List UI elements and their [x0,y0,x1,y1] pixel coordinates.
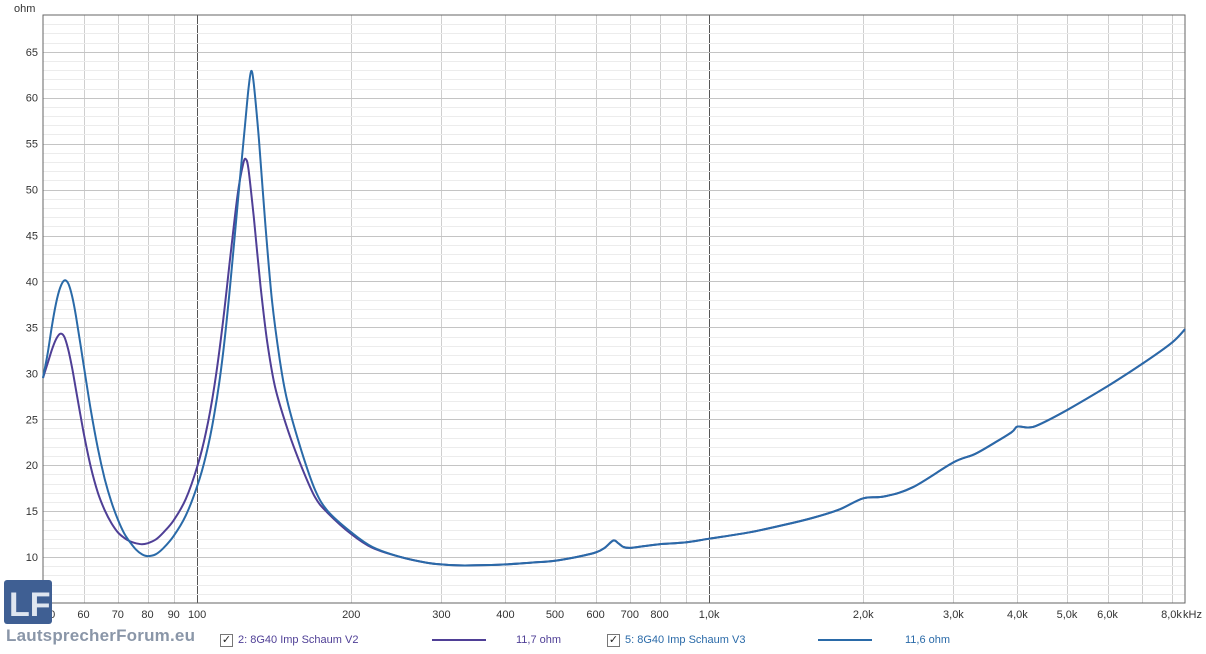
x-tick-label: 70 [112,609,124,621]
impedance-curve-v2 [42,157,1186,567]
x-tick-label: 8,0k [1161,609,1182,621]
y-tick-label: 60 [26,93,38,105]
y-tick-label: 45 [26,231,38,243]
legend-value-text-v3: 11,6 ohm [905,634,951,646]
x-tick-label: 3,0k [943,609,964,621]
legend-value-text-v2: 11,7 ohm [516,634,562,646]
x-tick-labels: 60 70 80 90 100 200 300 400 500 600 700 800 1,0k 2,0k… [43,609,1182,621]
x-tick-label: 300 [432,609,450,621]
y-tick-label: 20 [26,460,38,472]
legend-swatch-v3 [818,639,872,641]
y-tick-label: 65 [26,47,38,59]
legend-label-v2: 2: 8G40 Imp Schaum V2 [238,634,359,646]
y-tick-label: 30 [26,368,38,380]
legend-value-v2: 11,7 ohm [516,630,561,650]
x-tick-label: 80 [141,609,153,621]
x-tick-label: 4,0k [1007,609,1028,621]
y-tick-label: 50 [26,185,38,197]
impedance-chart: ohm kHz 10 15 20 25 30 35 40 45 50 55 60 65 60 70 80 9… [14,3,1202,621]
impedance-curve-v3 [42,69,1186,567]
x-tick-label: 5,0k [1057,609,1078,621]
legend-label-v3: 5: 8G40 Imp Schaum V3 [625,634,746,646]
y-tick-label: 25 [26,414,38,426]
y-tick-labels: 10 15 20 25 30 35 40 45 50 55 60 65 [26,47,38,564]
x-tick-label: 100 [188,609,206,621]
x-tick-label: 60 [77,609,89,621]
x-tick-label: 600 [586,609,604,621]
y-tick-label: 35 [26,322,38,334]
x-unit-label: kHz [1183,609,1202,621]
x-tick-label: 1,0k [699,609,720,621]
plot-frame [42,14,1186,604]
legend-checkbox-v3[interactable]: ✓ [607,633,620,647]
x-tick-label: 2,0k [853,609,874,621]
legend-value-v3: 11,6 ohm [905,630,950,650]
x-tick-label: 800 [650,609,668,621]
y-tick-label: 15 [26,506,38,518]
x-tick-label: 700 [621,609,639,621]
y-unit-label: ohm [14,3,35,15]
lf-logo-icon: LF [4,580,52,624]
y-tick-label: 40 [26,276,38,288]
x-tick-label: 200 [342,609,360,621]
x-tick-label: 90 [168,609,180,621]
legend-checkbox-v2[interactable]: ✓ [220,633,233,647]
legend-item-v2[interactable]: ✓ 2: 8G40 Imp Schaum V2 [220,630,358,650]
x-tick-label: 6,0k [1097,609,1118,621]
brand-text: LautsprecherForum.eu [6,626,196,645]
x-tick-label: 400 [496,609,514,621]
legend-swatch-v2 [432,639,486,641]
y-tick-label: 10 [26,552,38,564]
y-tick-label: 55 [26,139,38,151]
legend-item-v3[interactable]: ✓ 5: 8G40 Imp Schaum V3 [607,630,745,650]
svg-text:LF: LF [9,586,51,624]
grid-lines [43,15,1185,603]
x-tick-label: 500 [546,609,564,621]
curves [42,69,1186,567]
